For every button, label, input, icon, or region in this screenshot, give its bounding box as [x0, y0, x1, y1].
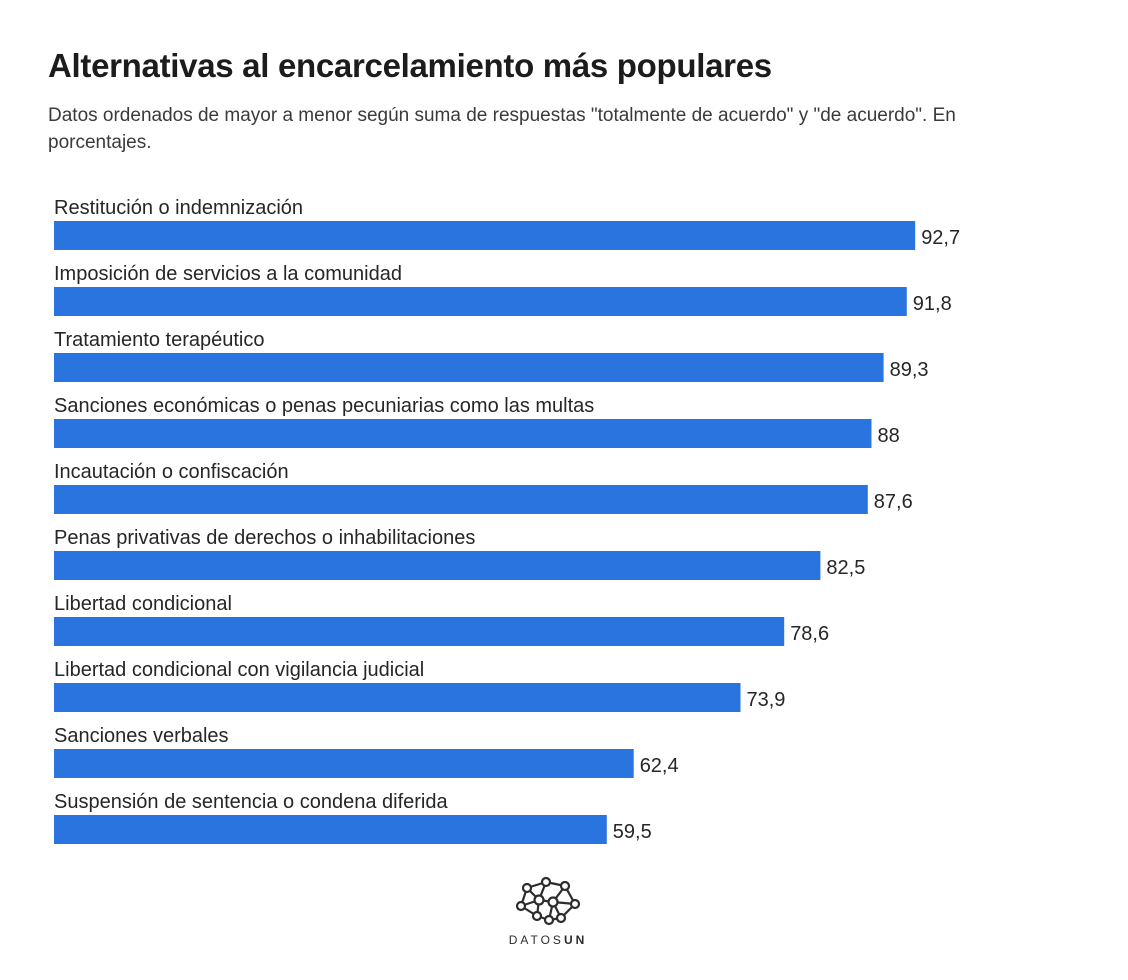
bar — [54, 221, 916, 250]
value-label: 82,5 — [826, 557, 865, 579]
category-label: Restitución o indemnización — [54, 197, 303, 219]
value-label: 88 — [878, 425, 900, 447]
brand-logo: DATOSUN — [498, 876, 598, 947]
bar — [54, 683, 741, 712]
network-brain-icon — [515, 876, 581, 926]
value-label: 73,9 — [747, 689, 786, 711]
value-label: 92,7 — [921, 227, 960, 249]
value-label: 89,3 — [890, 359, 929, 381]
value-label: 78,6 — [790, 623, 829, 645]
value-label: 91,8 — [913, 293, 952, 315]
value-label: 59,5 — [613, 821, 652, 843]
bar — [54, 617, 785, 646]
bar — [54, 353, 884, 382]
bar — [54, 749, 634, 778]
bar — [54, 815, 607, 844]
bar — [54, 551, 821, 580]
value-label: 87,6 — [874, 491, 913, 513]
category-label: Sanciones verbales — [54, 725, 229, 747]
bar — [54, 485, 868, 514]
bar-chart: Restitución o indemnización 92,7 Imposició… — [54, 197, 960, 844]
category-label: Libertad condicional con vigilancia judi… — [54, 659, 424, 681]
chart-subtitle: Datos ordenados de mayor a menor según s… — [48, 105, 956, 153]
category-label: Incautación o confiscación — [54, 461, 289, 483]
chart-title: Alternativas al encarcelamiento más popu… — [48, 47, 772, 84]
category-label: Penas privativas de derechos o inhabilit… — [54, 527, 475, 549]
bar — [54, 287, 907, 316]
brand-name: DATOSUN — [508, 933, 588, 947]
category-label: Imposición de servicios a la comunidad — [54, 263, 402, 285]
category-label: Libertad condicional — [54, 593, 232, 615]
category-label: Sanciones económicas o penas pecuniarias… — [54, 395, 594, 417]
value-label: 62,4 — [640, 755, 679, 777]
bar — [54, 419, 872, 448]
category-label: Suspensión de sentencia o condena diferi… — [54, 791, 449, 813]
category-label: Tratamiento terapéutico — [54, 329, 264, 351]
